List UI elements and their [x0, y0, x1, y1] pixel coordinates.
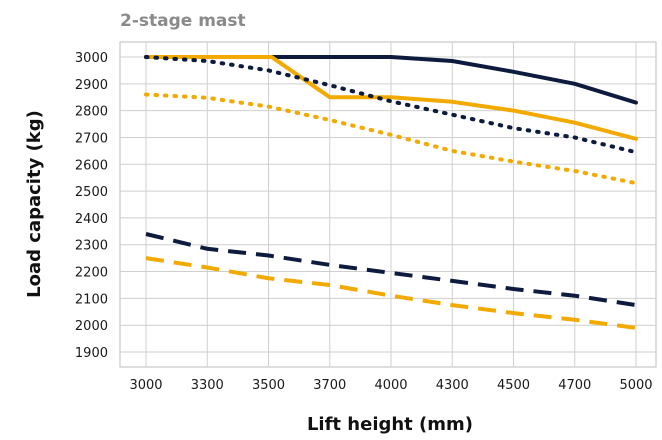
y-tick-label: 2200 — [75, 266, 108, 281]
x-tick-label: 3700 — [313, 378, 346, 393]
x-tick-label: 4000 — [374, 378, 407, 393]
x-tick-label: 4700 — [558, 378, 591, 393]
y-tick-label: 1900 — [75, 346, 108, 361]
series-layer — [144, 55, 638, 330]
x-tick-label: 3300 — [191, 378, 224, 393]
chart-title: 2-stage mast — [120, 11, 246, 31]
series-line-2 — [144, 55, 638, 141]
y-tick-label: 2600 — [75, 158, 108, 173]
y-tick-label: 3000 — [75, 51, 108, 66]
y-tick-label: 2100 — [75, 292, 108, 307]
series-line-4 — [144, 92, 638, 186]
y-tick-label: 2700 — [75, 131, 108, 146]
y-axis-ticks: 3000 2900 2800 2700 2600 2500 2400 2300 2200 2100… — [75, 51, 108, 361]
x-tick-label: 4300 — [436, 378, 469, 393]
y-axis-label: Load capacity (kg) — [24, 110, 45, 298]
x-tick-label: 4500 — [497, 378, 530, 393]
x-tick-label: 5000 — [619, 378, 652, 393]
series-line-3 — [144, 55, 638, 155]
y-tick-label: 2500 — [75, 185, 108, 200]
x-tick-label: 3500 — [252, 378, 285, 393]
grid-lines — [120, 42, 656, 367]
y-tick-label: 2800 — [75, 105, 108, 120]
x-axis-label: Lift height (mm) — [307, 414, 473, 435]
x-axis-ticks: 3000 3300 3500 3700 4000 4300 4500 4700 5000 — [129, 378, 652, 393]
y-tick-label: 2400 — [75, 212, 108, 227]
x-tick-label: 3000 — [129, 378, 162, 393]
y-tick-label: 2300 — [75, 239, 108, 254]
y-tick-label: 2000 — [75, 319, 108, 334]
y-tick-label: 2900 — [75, 78, 108, 93]
